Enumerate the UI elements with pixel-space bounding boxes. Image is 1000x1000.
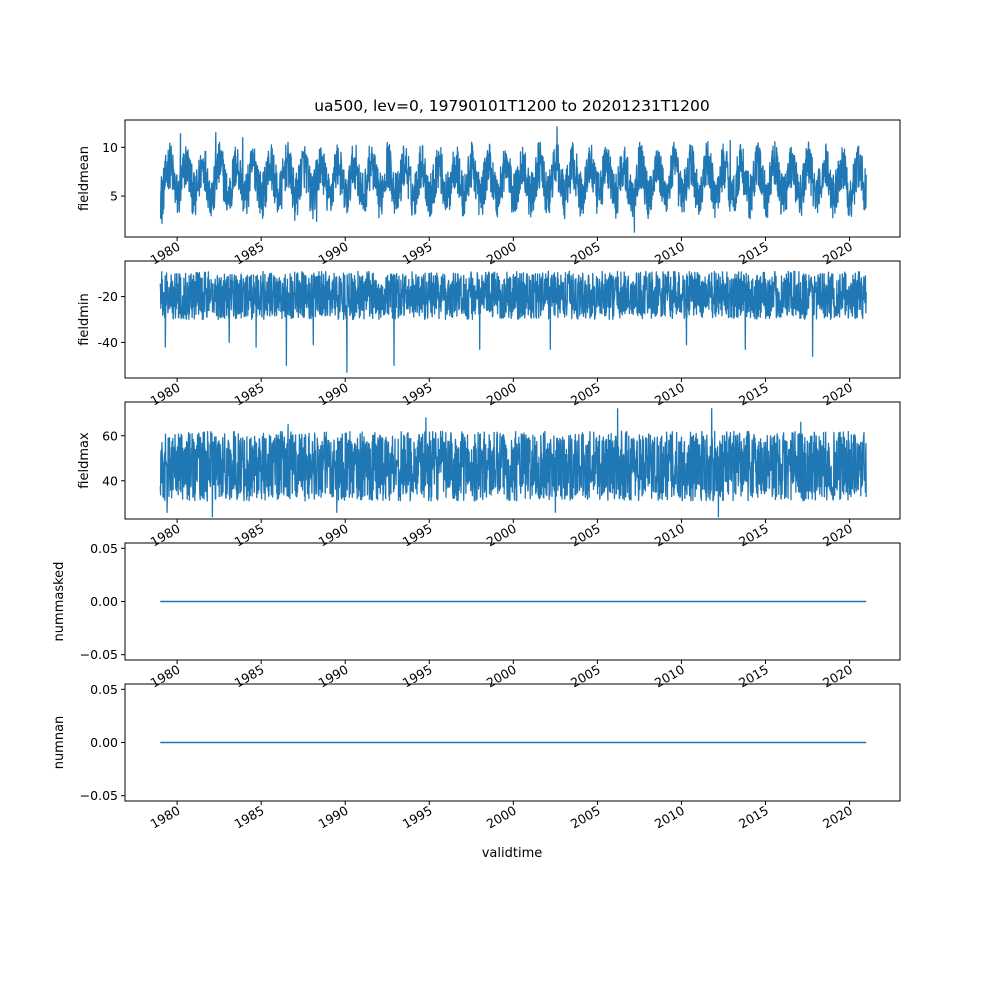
y-tick-label: 60 <box>102 428 118 443</box>
y-tick-label: -20 <box>98 289 118 304</box>
figure-title: ua500, lev=0, 19790101T1200 to 20201231T… <box>314 97 710 115</box>
y-tick-label: −0.05 <box>80 788 118 803</box>
x-axis-label: validtime <box>482 846 543 861</box>
y-axis-label: fieldmax <box>77 432 92 489</box>
axes-frame-fieldmin <box>124 260 901 379</box>
axes-frame-fieldmax <box>124 401 901 520</box>
y-tick-label: 40 <box>102 473 118 488</box>
y-tick-label: 0.05 <box>90 682 118 697</box>
y-axis-label: nummasked <box>52 562 67 642</box>
y-tick-label: 5 <box>110 189 118 204</box>
y-tick-label: -40 <box>98 335 118 350</box>
y-tick-label: 0.00 <box>90 735 118 750</box>
axes-frame-fieldmean <box>124 119 901 238</box>
y-tick-label: 10 <box>102 140 118 155</box>
y-axis-label: fieldmean <box>77 146 92 211</box>
y-tick-label: 0.05 <box>90 541 118 556</box>
y-axis-label: fieldmin <box>77 293 92 346</box>
y-tick-label: −0.05 <box>80 647 118 662</box>
y-tick-label: 0.00 <box>90 594 118 609</box>
series-line-fieldmax <box>159 408 867 518</box>
series-line-fieldmean <box>159 126 867 233</box>
y-axis-label: numnan <box>52 716 67 770</box>
series-line-fieldmin <box>159 270 867 373</box>
